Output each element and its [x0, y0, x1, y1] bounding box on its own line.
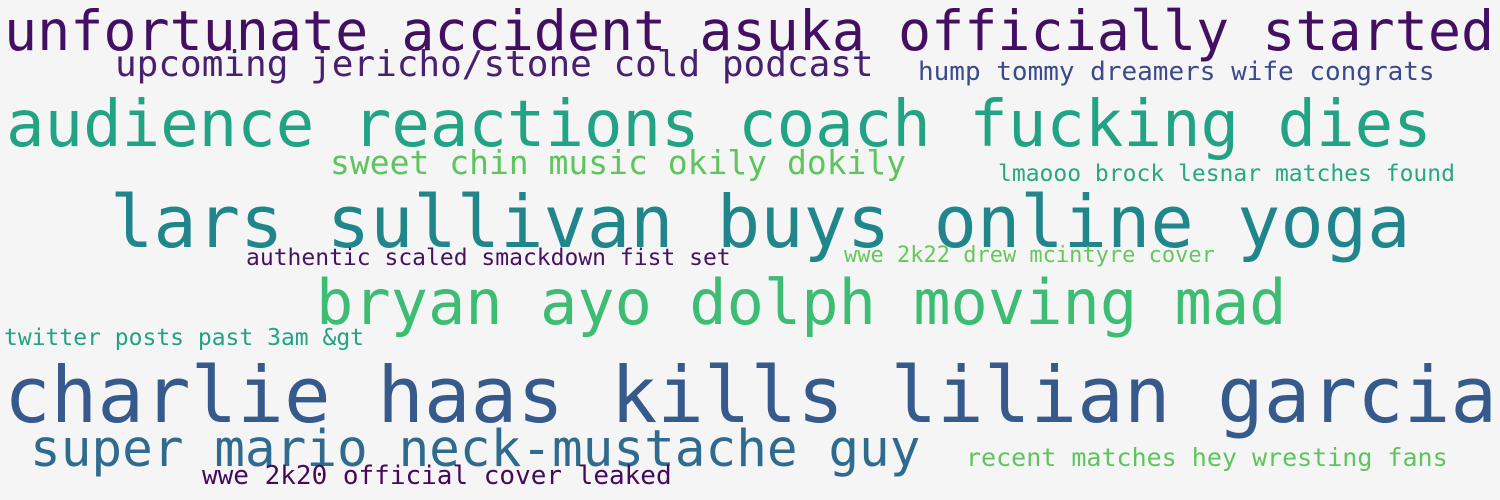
cloud-word: audience reactions coach fucking dies	[6, 88, 1432, 162]
cloud-word: wwe 2k20 official cover leaked	[202, 461, 672, 491]
cloud-word: twitter posts past 3am &gt	[4, 325, 365, 351]
cloud-word: super mario neck-mustache guy	[30, 420, 921, 479]
cloud-word: sweet chin music okily dokily	[330, 143, 907, 182]
cloud-word: charlie haas kills lilian garcia	[4, 351, 1498, 441]
cloud-word: wwe 2k22 drew mcintyre cover	[844, 243, 1215, 268]
cloud-word: authentic scaled smackdown fist set	[246, 245, 731, 271]
cloud-word: recent matches hey wresting fans	[966, 443, 1448, 472]
cloud-word: unfortunate accident asuka officially st…	[4, 0, 1495, 63]
cloud-word: hump tommy dreamers wife congrats	[918, 57, 1435, 87]
cloud-word: lmaooo brock lesnar matches found	[998, 161, 1455, 187]
cloud-word: lars sullivan buys online yoga	[110, 180, 1411, 264]
cloud-word: bryan ayo dolph moving mad	[316, 266, 1287, 339]
cloud-word: upcoming jericho/stone cold podcast	[115, 44, 874, 85]
